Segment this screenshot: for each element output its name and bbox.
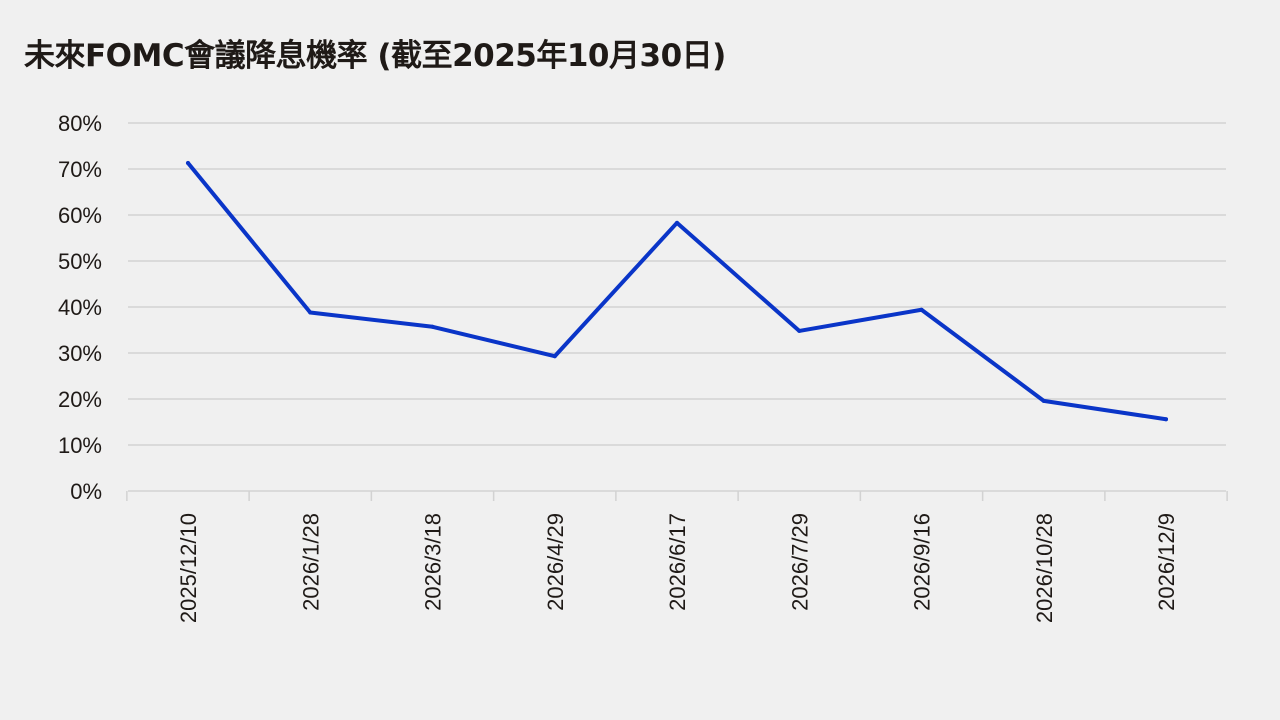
data-point bbox=[308, 310, 313, 315]
series-line bbox=[186, 161, 1168, 422]
y-tick-label: 30% bbox=[58, 341, 102, 366]
x-tick-label: 2026/10/28 bbox=[1032, 513, 1057, 623]
data-point bbox=[675, 220, 679, 225]
data-point bbox=[919, 307, 924, 312]
data-point bbox=[552, 354, 557, 359]
data-point bbox=[186, 161, 190, 166]
x-tick-label: 2026/4/29 bbox=[543, 513, 568, 611]
y-tick-label: 70% bbox=[58, 157, 102, 182]
x-tick-label: 2025/12/10 bbox=[176, 513, 201, 623]
gridlines bbox=[128, 122, 1226, 492]
x-tick-label: 2026/9/16 bbox=[910, 513, 935, 611]
data-point bbox=[1164, 417, 1168, 422]
chart-title: 未來FOMC會議降息機率 (截至2025年10月30日) bbox=[24, 38, 726, 74]
y-tick-label: 10% bbox=[58, 433, 102, 458]
y-tick-label: 80% bbox=[58, 111, 102, 136]
x-tick-label: 2026/6/17 bbox=[665, 513, 690, 611]
y-axis-ticks: 0% 10% 20% 30% 40% 50% 60% 70% 80% bbox=[58, 111, 102, 504]
data-point bbox=[797, 328, 802, 333]
data-point bbox=[1041, 398, 1046, 403]
x-tick-label: 2026/12/9 bbox=[1154, 513, 1179, 611]
x-axis-ticks: 2025/12/10 2026/1/28 2026/3/18 2026/4/29 202… bbox=[126, 491, 1228, 623]
y-tick-label: 0% bbox=[70, 479, 102, 504]
y-tick-label: 60% bbox=[58, 203, 102, 228]
y-tick-label: 20% bbox=[58, 387, 102, 412]
x-tick-label: 2026/1/28 bbox=[298, 513, 323, 611]
y-tick-label: 40% bbox=[58, 295, 102, 320]
series-layer bbox=[186, 161, 1168, 422]
x-tick-label: 2026/7/29 bbox=[787, 513, 812, 611]
y-tick-label: 50% bbox=[58, 249, 102, 274]
data-point bbox=[430, 324, 435, 329]
x-tick-label: 2026/3/18 bbox=[421, 513, 446, 611]
